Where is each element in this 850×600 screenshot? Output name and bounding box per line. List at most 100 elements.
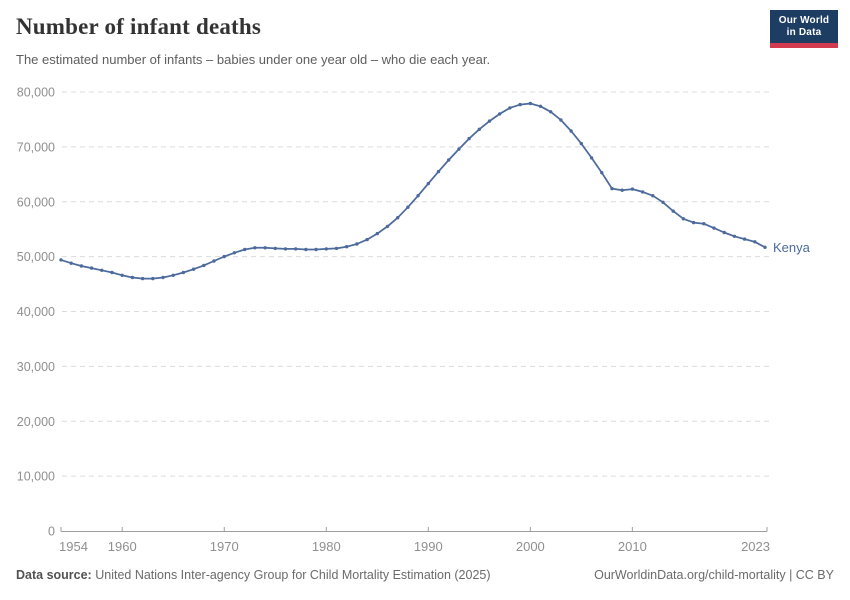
data-point: [589, 156, 594, 160]
data-point: [538, 104, 543, 109]
data-point: [763, 245, 767, 249]
data-point: [345, 245, 349, 249]
credit-link[interactable]: OurWorldinData.org/child-mortality | CC …: [594, 568, 834, 582]
x-tick-label: 2023: [741, 539, 770, 554]
y-tick-label: 80,000: [17, 86, 55, 100]
data-point: [396, 216, 400, 220]
data-point: [69, 261, 73, 265]
owid-logo-line1: Our World: [778, 14, 830, 26]
data-point: [273, 246, 277, 251]
x-tick-label: 2010: [618, 539, 647, 554]
y-tick-label: 60,000: [17, 195, 55, 209]
owid-logo[interactable]: Our World in Data: [770, 10, 838, 48]
data-point: [406, 205, 410, 209]
data-source-label: Data source:: [16, 568, 92, 582]
data-point: [600, 171, 604, 175]
data-point: [426, 181, 430, 186]
data-source-text: United Nations Inter-agency Group for Ch…: [95, 568, 491, 582]
data-line-kenya[interactable]: [60, 102, 766, 280]
data-point: [457, 147, 461, 151]
data-point: [640, 190, 645, 194]
data-point: [742, 237, 747, 241]
data-point: [161, 275, 165, 280]
data-point: [712, 226, 716, 230]
data-point: [569, 129, 573, 133]
data-point: [416, 194, 420, 198]
data-point: [436, 169, 441, 174]
data-point: [753, 240, 757, 244]
data-point: [498, 112, 502, 116]
data-point: [355, 242, 359, 246]
data-point: [243, 247, 247, 252]
data-point: [283, 247, 288, 251]
data-point: [59, 258, 63, 262]
y-tick-label: 10,000: [17, 470, 55, 484]
data-point: [263, 246, 267, 250]
y-tick-label: 70,000: [17, 140, 55, 154]
data-point: [334, 246, 339, 251]
data-point: [79, 264, 84, 268]
data-point: [100, 268, 104, 272]
data-point: [702, 222, 706, 226]
data-point: [651, 194, 655, 198]
data-point: [508, 106, 512, 110]
data-point: [202, 263, 206, 268]
chart-title: Number of infant deaths: [16, 14, 262, 39]
y-tick-label: 50,000: [17, 250, 55, 264]
data-point: [559, 118, 563, 122]
x-tick-label: 1954: [59, 539, 88, 554]
data-point: [181, 270, 186, 275]
y-tick-label: 20,000: [17, 415, 55, 429]
data-point: [304, 247, 308, 252]
chart-subtitle: The estimated number of infants – babies…: [16, 52, 491, 67]
data-point: [232, 251, 237, 255]
data-point: [671, 209, 675, 213]
y-tick-label: 30,000: [17, 360, 55, 374]
data-point: [447, 158, 451, 162]
x-tick-label: 1990: [414, 539, 443, 554]
data-point: [171, 273, 175, 277]
data-point: [130, 275, 135, 280]
data-point: [620, 188, 624, 192]
data-point: [191, 267, 196, 271]
x-tick-label: 1980: [312, 539, 341, 554]
data-point: [140, 276, 145, 281]
data-point: [579, 141, 583, 146]
data-point: [732, 234, 737, 238]
data-point: [487, 119, 492, 123]
x-tick-label: 2000: [516, 539, 545, 554]
y-tick-label: 0: [48, 525, 55, 539]
data-point: [89, 266, 94, 270]
data-point: [549, 110, 553, 114]
data-point: [222, 254, 226, 259]
data-point: [324, 247, 328, 251]
data-point: [375, 231, 379, 236]
data-point: [253, 246, 257, 250]
data-point: [610, 186, 614, 191]
data-point: [518, 102, 522, 107]
series-end-label[interactable]: Kenya: [773, 240, 811, 255]
y-tick-label: 40,000: [17, 305, 55, 319]
data-source-note: Data source: United Nations Inter-agency…: [16, 568, 491, 582]
data-point: [691, 220, 696, 225]
owid-logo-line2: in Data: [786, 26, 822, 38]
data-point: [151, 276, 155, 281]
x-tick-label: 1960: [108, 539, 137, 554]
x-tick-label: 1970: [210, 539, 239, 554]
data-point: [314, 247, 318, 252]
data-point: [110, 270, 114, 275]
data-point: [120, 273, 124, 277]
data-point: [630, 187, 635, 191]
data-point: [477, 127, 481, 131]
data-point: [212, 259, 216, 263]
data-point: [467, 136, 471, 141]
data-point: [661, 200, 665, 204]
data-point: [294, 247, 298, 251]
data-point: [365, 237, 369, 242]
data-point: [385, 224, 390, 229]
data-point: [722, 230, 726, 235]
data-point: [681, 217, 686, 221]
data-point: [528, 101, 532, 106]
